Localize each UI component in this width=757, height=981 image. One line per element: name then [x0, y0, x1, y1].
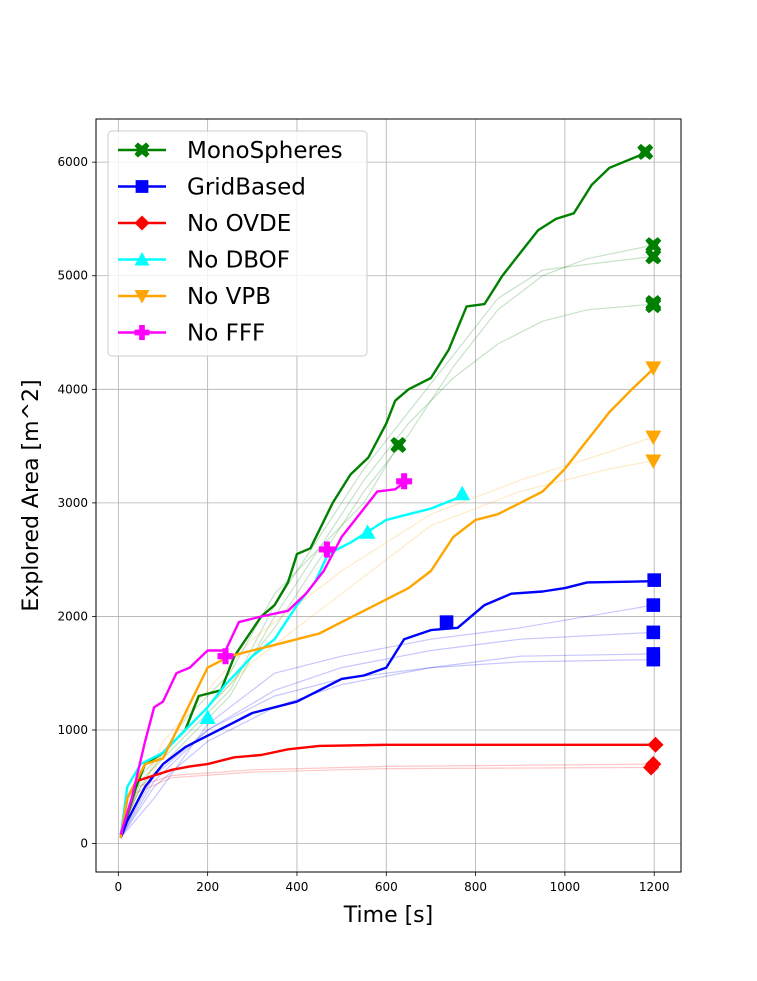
end-marker	[643, 759, 660, 776]
faint-run-line	[120, 444, 399, 833]
end-marker	[646, 598, 661, 612]
legend-marker	[135, 180, 149, 193]
legend-entry-label: No OVDE	[187, 211, 291, 237]
end-marker	[390, 436, 407, 453]
faint-run-line	[120, 604, 654, 839]
faint-run-line	[120, 436, 654, 839]
end-marker	[439, 615, 454, 629]
faint-run-line	[120, 659, 654, 839]
end-marker	[646, 652, 661, 667]
x-tick-label: 1000	[550, 880, 581, 894]
end-marker	[645, 361, 662, 376]
faint-run-line	[120, 766, 652, 839]
end-marker	[647, 736, 664, 753]
end-marker	[647, 573, 662, 587]
end-marker	[645, 248, 662, 265]
legend-entry-label: No FFF	[187, 321, 265, 347]
y-axis-label: Explored Area [m^2]	[19, 379, 44, 611]
end-marker	[359, 524, 376, 539]
x-tick-label: 600	[375, 880, 398, 894]
x-tick-label: 400	[286, 880, 309, 894]
y-tick-label: 6000	[57, 155, 88, 169]
series-line	[119, 494, 463, 837]
y-tick-label: 1000	[57, 723, 88, 737]
legend-marker	[134, 215, 150, 231]
y-tick-label: 2000	[57, 609, 88, 623]
legend-marker	[134, 142, 150, 158]
x-tick-label: 200	[196, 880, 219, 894]
y-tick-label: 0	[80, 837, 88, 851]
end-marker	[318, 541, 335, 558]
x-tick-label: 1200	[639, 880, 670, 894]
series-line	[119, 481, 405, 835]
legend-box	[107, 130, 368, 357]
series-line	[119, 151, 646, 838]
end-marker	[646, 625, 661, 640]
ticks: 0 200 400 600 800 1000 1200 0 1000 2000 3000 4000 50…	[57, 155, 669, 894]
end-marker	[645, 430, 662, 446]
y-tick-label: 4000	[57, 382, 88, 396]
series-line	[119, 368, 655, 839]
x-tick-label: 0	[115, 880, 123, 894]
y-tick-label: 5000	[57, 269, 88, 283]
end-marker	[637, 143, 654, 160]
y-tick-label: 3000	[57, 496, 88, 510]
legend-entry-label: No DBOF	[187, 248, 290, 274]
series-line	[119, 580, 654, 839]
faint-run-line	[120, 255, 654, 833]
legend-entry-label: No VPB	[187, 284, 271, 310]
end-marker	[217, 648, 234, 665]
faint-run-line	[120, 303, 654, 833]
axes-frame	[95, 118, 682, 873]
end-marker	[645, 454, 662, 469]
end-marker	[199, 709, 216, 724]
end-marker	[454, 485, 471, 501]
legend-marker	[134, 252, 150, 266]
legend-entry-label: MonoSpheres	[187, 138, 343, 164]
x-tick-label: 800	[464, 880, 487, 894]
legend: MonoSpheres GridBased No OVDE No DBOF No VPB…	[107, 130, 368, 357]
legend-entry-label: GridBased	[187, 175, 306, 201]
plot-area	[119, 143, 664, 839]
legend-marker	[134, 325, 150, 340]
end-marker	[396, 473, 413, 490]
end-marker	[645, 297, 662, 314]
legend-marker	[134, 290, 150, 304]
series-line	[119, 743, 655, 839]
x-axis-label: Time [s]	[343, 903, 433, 928]
